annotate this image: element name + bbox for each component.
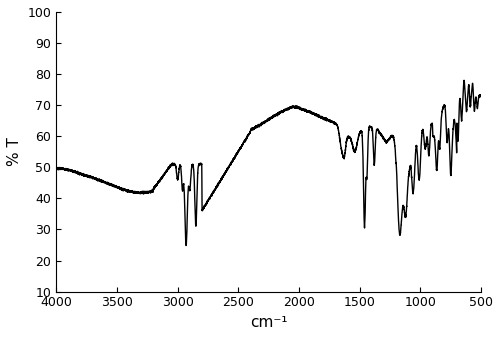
X-axis label: cm⁻¹: cm⁻¹ [250,315,288,330]
Y-axis label: % T: % T [7,137,22,166]
